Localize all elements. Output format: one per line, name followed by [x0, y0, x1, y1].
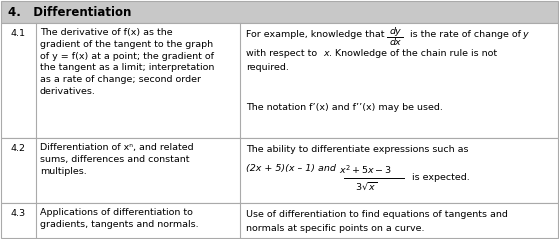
Text: 4.1: 4.1	[11, 29, 26, 38]
Text: x: x	[323, 49, 329, 58]
Text: Differentiation of xⁿ, and related
sums, differences and constant
multiples.: Differentiation of xⁿ, and related sums,…	[40, 143, 193, 176]
Text: 4.3: 4.3	[11, 209, 26, 218]
Text: $3\sqrt{x}$: $3\sqrt{x}$	[355, 180, 377, 192]
Text: (2x + 5)(x – 1) and: (2x + 5)(x – 1) and	[246, 164, 336, 173]
Text: The ability to differentiate expressions such as: The ability to differentiate expressions…	[246, 145, 468, 154]
Text: Applications of differentiation to
gradients, tangents and normals.: Applications of differentiation to gradi…	[40, 208, 198, 229]
Text: with respect to: with respect to	[246, 49, 320, 58]
Text: The notation f’(x) and f’’(x) may be used.: The notation f’(x) and f’’(x) may be use…	[246, 103, 443, 112]
Text: is expected.: is expected.	[409, 174, 470, 183]
Bar	[1, 23, 558, 138]
Text: . Knowledge of the chain rule is not: . Knowledge of the chain rule is not	[329, 49, 497, 58]
Bar	[1, 1, 558, 23]
Bar	[1, 138, 558, 203]
Text: $x^2 + 5x - 3$: $x^2 + 5x - 3$	[339, 163, 392, 176]
Text: dy: dy	[389, 27, 401, 36]
Text: y: y	[522, 30, 528, 39]
Text: normals at specific points on a curve.: normals at specific points on a curve.	[246, 224, 424, 233]
Text: The derivative of f(x) as the
gradient of the tangent to the graph
of y = f(x) a: The derivative of f(x) as the gradient o…	[40, 28, 214, 96]
Text: 4.2: 4.2	[11, 144, 26, 153]
Text: is the rate of change of: is the rate of change of	[407, 30, 524, 39]
Text: 4.   Differentiation: 4. Differentiation	[8, 5, 131, 18]
Text: Use of differentiation to find equations of tangents and: Use of differentiation to find equations…	[246, 210, 508, 219]
Text: required.: required.	[246, 63, 289, 72]
Bar	[1, 203, 558, 238]
Text: For example, knowledge that: For example, knowledge that	[246, 30, 385, 39]
Text: dx: dx	[389, 38, 401, 47]
